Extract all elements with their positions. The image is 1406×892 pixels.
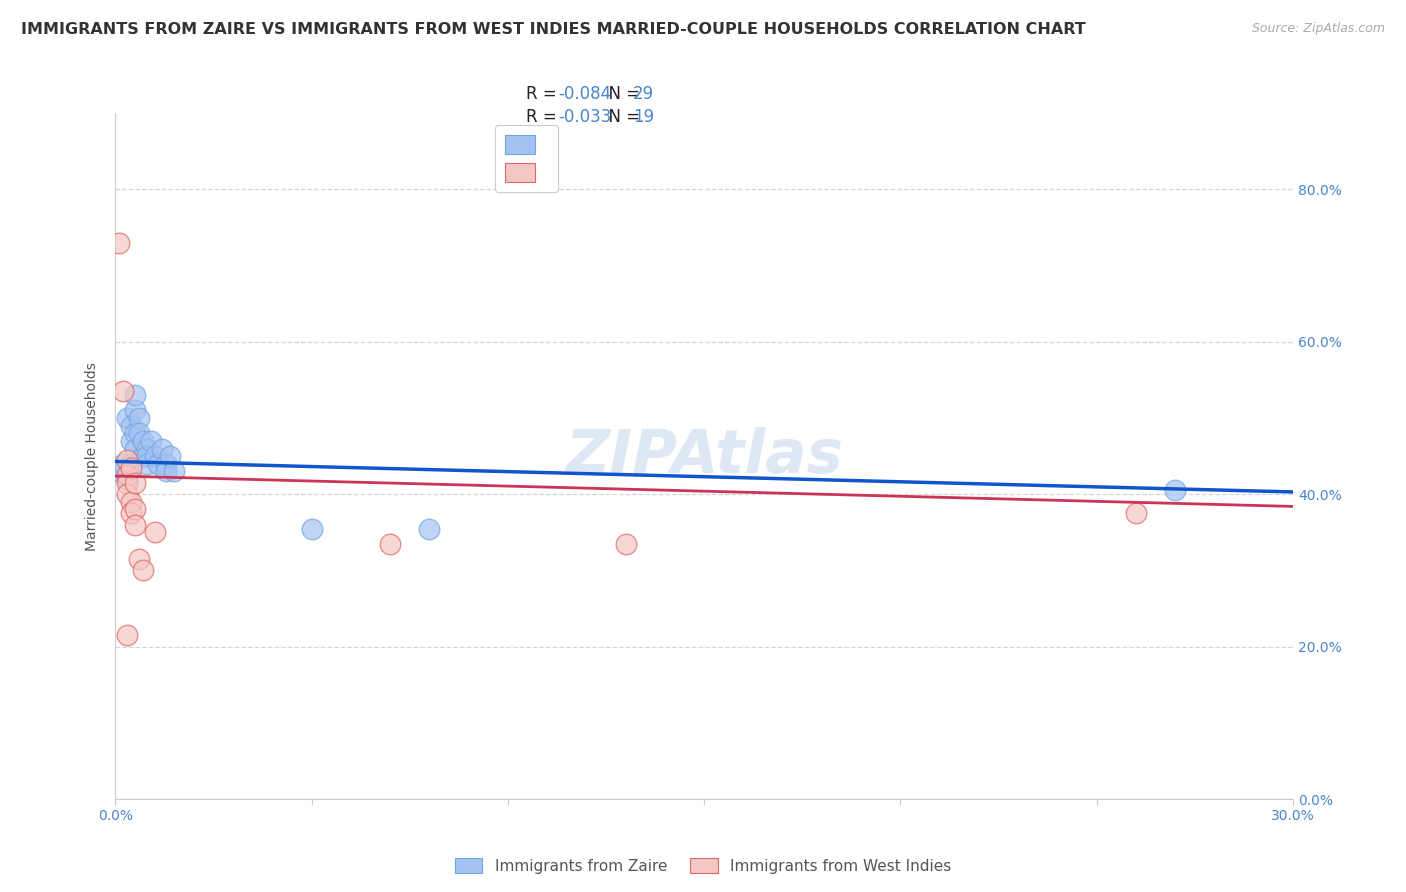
Point bbox=[124, 442, 146, 456]
Point bbox=[135, 449, 157, 463]
Point bbox=[128, 426, 150, 441]
Point bbox=[120, 460, 142, 475]
Point bbox=[135, 457, 157, 471]
Text: -0.033: -0.033 bbox=[558, 108, 612, 126]
Point bbox=[1125, 506, 1147, 520]
Point bbox=[159, 449, 181, 463]
Text: IMMIGRANTS FROM ZAIRE VS IMMIGRANTS FROM WEST INDIES MARRIED-COUPLE HOUSEHOLDS C: IMMIGRANTS FROM ZAIRE VS IMMIGRANTS FROM… bbox=[21, 22, 1085, 37]
Point bbox=[124, 475, 146, 490]
Point bbox=[132, 449, 155, 463]
Text: 29: 29 bbox=[633, 85, 654, 103]
Point bbox=[120, 418, 142, 433]
Point bbox=[418, 522, 440, 536]
Text: R =: R = bbox=[526, 85, 562, 103]
Point bbox=[143, 525, 166, 540]
Point bbox=[155, 457, 177, 471]
Text: -0.084: -0.084 bbox=[558, 85, 612, 103]
Point bbox=[120, 506, 142, 520]
Point bbox=[378, 537, 401, 551]
Y-axis label: Married-couple Households: Married-couple Households bbox=[86, 361, 100, 550]
Point bbox=[120, 495, 142, 509]
Point bbox=[124, 517, 146, 532]
Point bbox=[108, 464, 131, 478]
Point bbox=[132, 434, 155, 448]
Point bbox=[163, 464, 186, 478]
Point bbox=[124, 403, 146, 417]
Point bbox=[135, 442, 157, 456]
Text: Source: ZipAtlas.com: Source: ZipAtlas.com bbox=[1251, 22, 1385, 36]
Point bbox=[115, 487, 138, 501]
Point bbox=[128, 552, 150, 566]
Point bbox=[614, 537, 637, 551]
Point bbox=[115, 475, 138, 490]
Point bbox=[115, 628, 138, 642]
Point bbox=[124, 502, 146, 516]
Text: 19: 19 bbox=[633, 108, 654, 126]
Point bbox=[150, 442, 173, 456]
Point bbox=[155, 464, 177, 478]
Point bbox=[1164, 483, 1187, 498]
Text: N =: N = bbox=[598, 108, 645, 126]
Point bbox=[115, 472, 138, 486]
Point bbox=[128, 411, 150, 425]
Text: N =: N = bbox=[598, 85, 645, 103]
Point bbox=[148, 457, 170, 471]
Point bbox=[115, 468, 138, 483]
Point bbox=[115, 411, 138, 425]
Legend: Immigrants from Zaire, Immigrants from West Indies: Immigrants from Zaire, Immigrants from W… bbox=[449, 852, 957, 880]
Point bbox=[132, 564, 155, 578]
Point bbox=[112, 384, 135, 399]
Point bbox=[301, 522, 323, 536]
Point bbox=[139, 434, 162, 448]
Text: R =: R = bbox=[526, 108, 562, 126]
Text: ZIPAtlas: ZIPAtlas bbox=[565, 426, 844, 485]
Point bbox=[143, 449, 166, 463]
Point bbox=[112, 457, 135, 471]
Point bbox=[115, 453, 138, 467]
Point bbox=[124, 388, 146, 402]
Point bbox=[124, 426, 146, 441]
Point bbox=[120, 457, 142, 471]
Legend: , : , bbox=[495, 125, 558, 192]
Point bbox=[108, 235, 131, 250]
Point bbox=[120, 434, 142, 448]
